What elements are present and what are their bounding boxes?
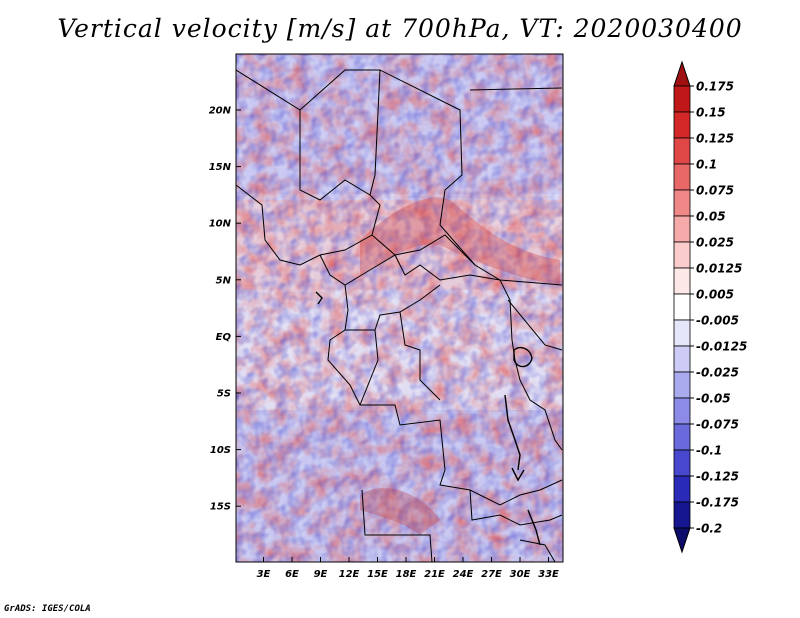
colorbar-label: -0.05: [696, 392, 731, 406]
colorbar-segment: [673, 475, 691, 503]
lat-tick-label: 5S: [217, 389, 231, 400]
lon-tick-label: 30E: [510, 569, 531, 580]
lakes: [315, 291, 541, 546]
colorbar-segment: [673, 111, 691, 139]
lon-tick-label: 24E: [453, 569, 474, 580]
lon-tick-label: 15E: [367, 569, 388, 580]
colorbar-segment: [673, 215, 691, 243]
colorbar-segment: [673, 85, 691, 113]
colorbar-label: 0.175: [696, 80, 734, 94]
lat-tick-label: 10N: [209, 219, 232, 230]
lat-tick-label: EQ: [216, 332, 232, 343]
colorbar-segment: [673, 293, 691, 321]
colorbar-bottom-arrow: [673, 527, 691, 554]
lon-tick-label: 18E: [396, 569, 417, 580]
colorbar-label: 0.1: [696, 158, 717, 172]
colorbar-label: -0.0125: [696, 340, 747, 354]
map-frame: [235, 53, 564, 563]
lon-tick-label: 9E: [314, 569, 328, 580]
lat-tick-label: 5N: [216, 275, 232, 286]
colorbar-label: -0.1: [696, 444, 722, 458]
latitude-axis: 20N 15N 10N 5N EQ 5S 10S 15S: [209, 106, 241, 513]
colorbar-label: 0.025: [696, 236, 734, 250]
colorbar-segment: [673, 189, 691, 217]
map-title: Vertical velocity [m/s] at 700hPa, VT: 2…: [57, 14, 743, 43]
lon-tick-label: 12E: [339, 569, 360, 580]
colorbar-label: -0.125: [696, 470, 739, 484]
grads-credit: GrADS: IGES/COLA: [4, 604, 91, 614]
colorbar-segment: [673, 163, 691, 191]
colorbar-label: -0.175: [696, 496, 739, 510]
lon-tick-label: 21E: [424, 569, 445, 580]
country-borders: [236, 69, 563, 562]
colorbar-label: -0.005: [696, 314, 739, 328]
colorbar-segment: [673, 319, 691, 347]
colorbar-segment: [673, 449, 691, 477]
lat-tick-label: 15S: [210, 502, 231, 513]
colorbar-segment: [673, 371, 691, 399]
colorbar-segment: [673, 501, 691, 529]
colorbar-label: 0.15: [696, 106, 726, 120]
colorbar-label: 0.125: [696, 132, 734, 146]
colorbar-label: 0.0125: [696, 262, 742, 276]
colorbar-segment: [673, 345, 691, 373]
colorbar-label: -0.075: [696, 418, 739, 432]
lon-tick-label: 27E: [481, 569, 502, 580]
colorbar-segment: [673, 137, 691, 165]
lat-tick-label: 15N: [209, 162, 232, 173]
colorbar-segment: [673, 267, 691, 295]
colorbar-label: 0.005: [696, 288, 734, 302]
colorbar-segment: [673, 423, 691, 451]
colorbar-label: -0.025: [696, 366, 739, 380]
lon-tick-label: 3E: [257, 569, 271, 580]
colorbar-label: 0.075: [696, 184, 734, 198]
lat-tick-label: 20N: [209, 106, 232, 117]
colorbar-label: 0.05: [696, 210, 726, 224]
colorbar-top-arrow: [673, 60, 691, 87]
lat-tick-label: 10S: [210, 445, 231, 456]
longitude-axis: 3E 6E 9E 12E 15E 18E 21E 24E 27E 30E 33E: [257, 557, 559, 580]
colorbar: 0.175 0.15 0.125 0.1 0.075 0.05 0.025 0.0125 0.0…: [673, 60, 747, 554]
colorbar-segment: [673, 241, 691, 269]
vertical-velocity-field: [236, 54, 563, 562]
lon-tick-label: 6E: [285, 569, 299, 580]
colorbar-label: -0.2: [696, 522, 722, 536]
lon-tick-label: 33E: [538, 569, 559, 580]
colorbar-segment: [673, 397, 691, 425]
